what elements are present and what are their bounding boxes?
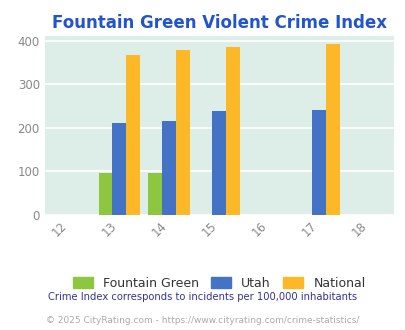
- Title: Fountain Green Violent Crime Index: Fountain Green Violent Crime Index: [51, 14, 386, 32]
- Legend: Fountain Green, Utah, National: Fountain Green, Utah, National: [66, 271, 371, 296]
- Bar: [311, 110, 325, 214]
- Bar: [162, 121, 176, 214]
- Bar: [126, 54, 140, 214]
- Bar: [112, 123, 126, 214]
- Bar: [176, 50, 190, 214]
- Bar: [98, 173, 112, 214]
- Bar: [212, 111, 226, 214]
- Bar: [325, 44, 339, 214]
- Bar: [226, 47, 240, 214]
- Text: Crime Index corresponds to incidents per 100,000 inhabitants: Crime Index corresponds to incidents per…: [48, 292, 357, 302]
- Bar: [148, 173, 162, 214]
- Text: © 2025 CityRating.com - https://www.cityrating.com/crime-statistics/: © 2025 CityRating.com - https://www.city…: [46, 316, 359, 325]
